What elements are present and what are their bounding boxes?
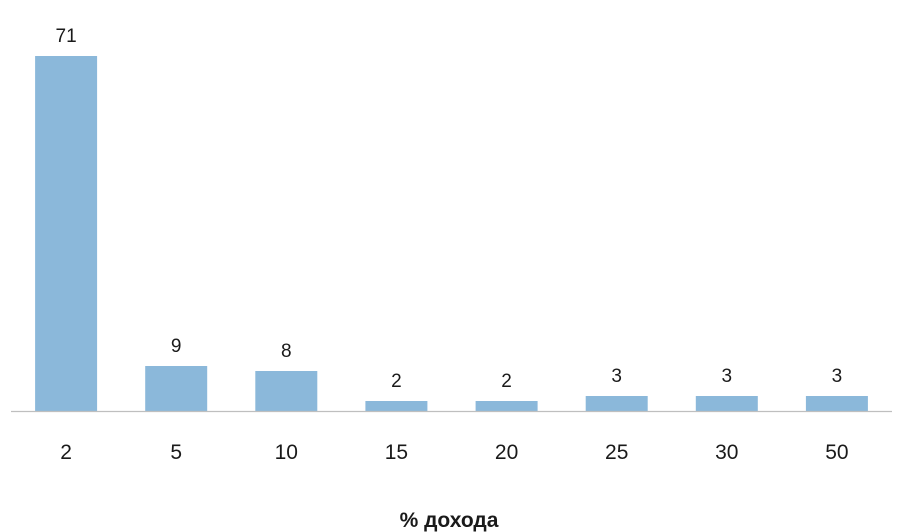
x-tick-label-30: 30	[715, 441, 738, 464]
x-tick-label-10: 10	[275, 441, 298, 464]
value-label-25: 3	[611, 366, 622, 387]
value-label-20: 2	[501, 371, 512, 392]
value-label-15: 2	[391, 371, 402, 392]
x-tick-labels-group: 2 5 10 15 20 25 30 50	[60, 441, 848, 464]
bar-5	[145, 366, 208, 411]
x-tick-label-2: 2	[60, 441, 72, 464]
value-label-30: 3	[722, 366, 733, 387]
x-tick-label-15: 15	[385, 441, 408, 464]
x-tick-label-25: 25	[605, 441, 628, 464]
value-label-2: 71	[56, 26, 77, 47]
value-labels-group: 71 9 8 2 2 3 3 3	[56, 26, 843, 392]
bar-30	[695, 396, 758, 411]
bar-10	[255, 371, 318, 411]
value-label-50: 3	[832, 366, 843, 387]
bar-25	[585, 396, 648, 411]
bar-15	[365, 401, 428, 411]
bar-20	[475, 401, 538, 411]
value-label-5: 9	[171, 336, 182, 357]
x-tick-label-20: 20	[495, 441, 518, 464]
x-tick-label-50: 50	[825, 441, 848, 464]
x-axis-title: % дохода	[400, 509, 499, 532]
bar-50	[805, 396, 868, 411]
bar-2	[35, 56, 98, 411]
value-label-10: 8	[281, 341, 292, 362]
x-tick-label-5: 5	[170, 441, 182, 464]
bars-group	[35, 56, 868, 411]
